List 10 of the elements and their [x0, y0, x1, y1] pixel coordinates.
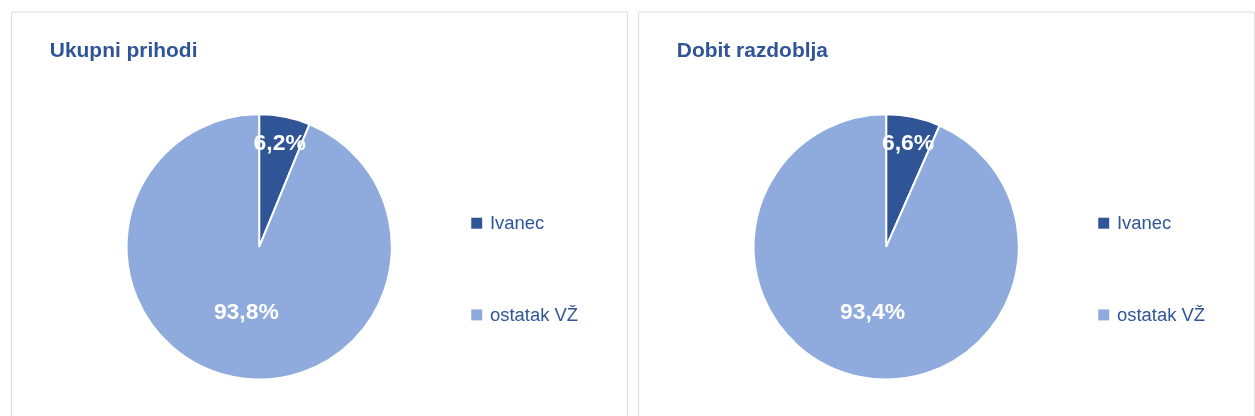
legend-label: Ivanec	[1116, 212, 1172, 234]
chart-title: Ukupni prihodi	[49, 38, 198, 62]
data-label: 93,8%	[213, 297, 279, 324]
pie-slice	[752, 113, 1020, 381]
chart-title: Dobit razdoblja	[676, 38, 829, 62]
legend-label: ostatak VŽ	[1116, 303, 1206, 325]
legend-label: Ivanec	[489, 212, 545, 234]
legend-label: ostatak VŽ	[489, 303, 579, 325]
data-label: 93,4%	[840, 297, 906, 324]
pie-slice	[125, 113, 393, 381]
